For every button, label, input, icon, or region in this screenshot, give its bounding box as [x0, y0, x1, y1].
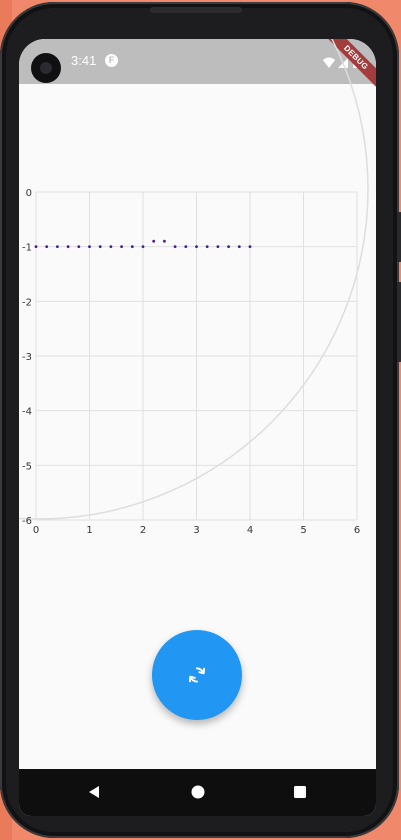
- x-tick-label: 3: [193, 525, 199, 536]
- chart-grid: [35, 191, 358, 521]
- data-point: [237, 245, 241, 249]
- y-axis-ticks: 0 -1 -2 -3 -4 -5 -6: [22, 188, 32, 527]
- back-icon: [89, 786, 99, 798]
- data-point: [163, 239, 166, 243]
- data-point: [195, 245, 198, 249]
- recents-icon: [294, 786, 306, 798]
- refresh-button[interactable]: [152, 630, 242, 720]
- data-point: [88, 245, 91, 249]
- y-tick-label: -2: [22, 297, 32, 308]
- y-tick-label: -5: [22, 461, 32, 472]
- scatter-chart: 0 -1 -2 -3 -4 -5 -6 0 1 2 3 4 5 6: [22, 188, 360, 536]
- y-tick-label: -4: [22, 407, 32, 418]
- data-point: [120, 245, 123, 249]
- data-point: [152, 239, 156, 243]
- y-tick-label: 0: [26, 188, 32, 199]
- screen: 3:41 F DEBUG: [19, 39, 376, 816]
- data-point: [248, 245, 252, 249]
- recents-button[interactable]: [287, 779, 313, 805]
- data-point: [130, 245, 134, 249]
- x-tick-label: 4: [247, 525, 253, 536]
- data-point: [56, 245, 59, 249]
- data-point: [216, 245, 220, 249]
- y-tick-label: -1: [22, 243, 32, 254]
- home-icon: [191, 785, 205, 799]
- data-point: [98, 245, 102, 249]
- power-button: [397, 282, 401, 362]
- data-point: [205, 245, 209, 249]
- x-tick-label: 1: [86, 525, 92, 536]
- data-point: [77, 245, 81, 249]
- data-point: [45, 245, 49, 249]
- home-button[interactable]: [185, 779, 211, 805]
- x-axis-ticks: 0 1 2 3 4 5 6: [33, 525, 360, 536]
- data-point: [173, 245, 177, 249]
- navigation-bar: [19, 769, 376, 816]
- data-point: [109, 245, 113, 249]
- x-tick-label: 2: [140, 525, 146, 536]
- data-point: [141, 245, 145, 249]
- x-tick-label: 0: [33, 525, 39, 536]
- data-point: [66, 245, 70, 249]
- y-tick-label: -3: [22, 352, 32, 363]
- x-tick-label: 5: [300, 525, 306, 536]
- y-tick-label: -6: [22, 516, 32, 527]
- data-point: [34, 245, 38, 249]
- volume-button: [397, 212, 401, 262]
- data-point: [227, 245, 231, 249]
- speaker-grill: [150, 7, 242, 13]
- data-point: [184, 245, 188, 249]
- refresh-icon: [188, 667, 206, 683]
- chart-points: [34, 239, 252, 249]
- x-tick-label: 6: [354, 525, 360, 536]
- back-button[interactable]: [81, 779, 107, 805]
